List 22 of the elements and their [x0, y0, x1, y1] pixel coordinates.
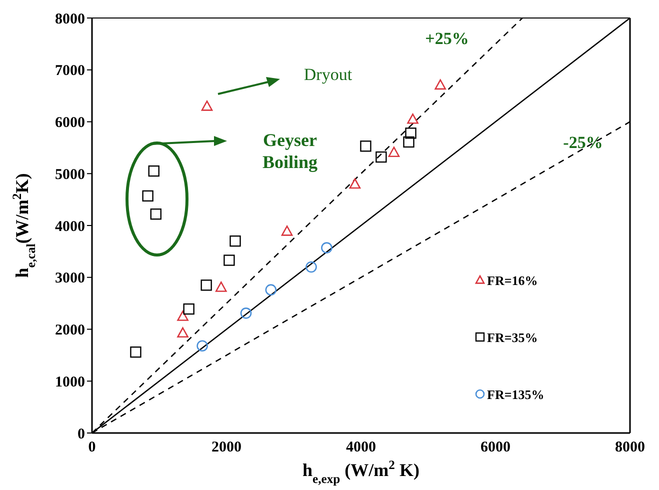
y-tick-label: 1000 — [55, 374, 85, 390]
y-tick-label: 8000 — [55, 11, 85, 28]
y-tick-label: 2000 — [55, 322, 85, 339]
x-tick-label: 2000 — [212, 440, 242, 456]
x-tick-label: 0 — [88, 440, 96, 456]
x-tick-label: 4000 — [346, 440, 376, 456]
legend-label: FR=135% — [487, 387, 544, 402]
annotation: -25% — [563, 133, 603, 152]
legend-label: FR=35% — [487, 330, 538, 345]
y-tick-label: 0 — [78, 426, 85, 442]
y-tick-label: 6000 — [55, 115, 85, 132]
x-tick-label: 8000 — [615, 440, 645, 456]
y-tick-label: 4000 — [55, 218, 85, 235]
annotation: +25% — [425, 29, 469, 48]
y-tick-label: 5000 — [55, 166, 85, 183]
legend-label: FR=16% — [487, 273, 538, 288]
x-axis-title: h$_{e,exp}$ (W/m$^{2}$ K) — [302, 458, 420, 486]
annotation: Geyser Boiling — [262, 130, 318, 172]
x-tick-label: 6000 — [480, 440, 510, 456]
y-tick-label: 7000 — [55, 63, 85, 80]
annotation: Dryout — [304, 65, 352, 84]
y-tick-label: 3000 — [55, 270, 85, 287]
